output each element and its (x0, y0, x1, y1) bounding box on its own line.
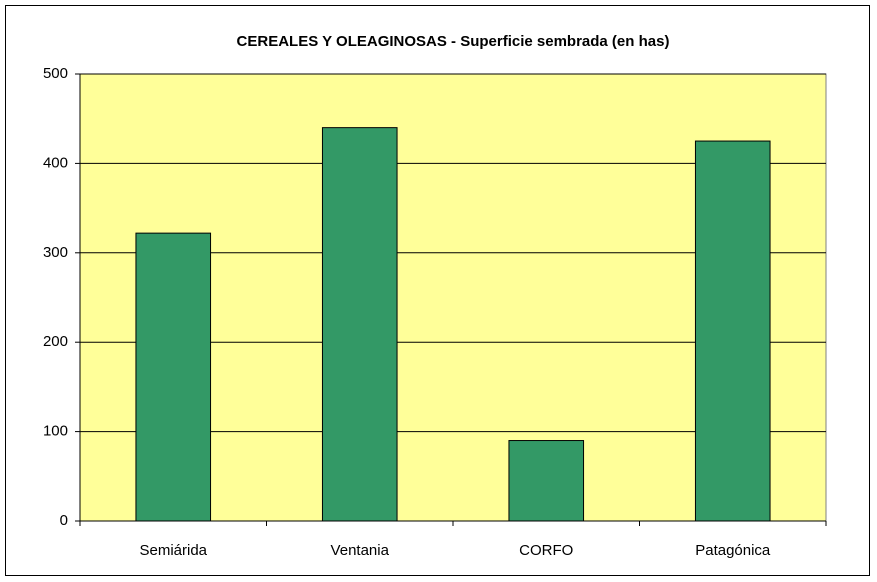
chart-title: CEREALES Y OLEAGINOSAS - Superficie semb… (237, 33, 670, 50)
y-tick-label: 0 (60, 512, 68, 529)
y-tick-label: 500 (43, 65, 68, 82)
y-tick-label: 100 (43, 423, 68, 440)
bar (508, 440, 585, 522)
x-tick-label: Ventania (331, 542, 390, 559)
y-tick-label: 300 (43, 244, 68, 261)
bar (321, 127, 398, 522)
x-tick-label: Semiárida (139, 542, 207, 559)
x-tick-label: CORFO (519, 542, 573, 559)
x-tick-label: Patagónica (695, 542, 771, 559)
bar (694, 140, 771, 522)
y-tick-label: 400 (43, 154, 68, 171)
y-tick-label: 200 (43, 333, 68, 350)
bar (135, 232, 212, 522)
